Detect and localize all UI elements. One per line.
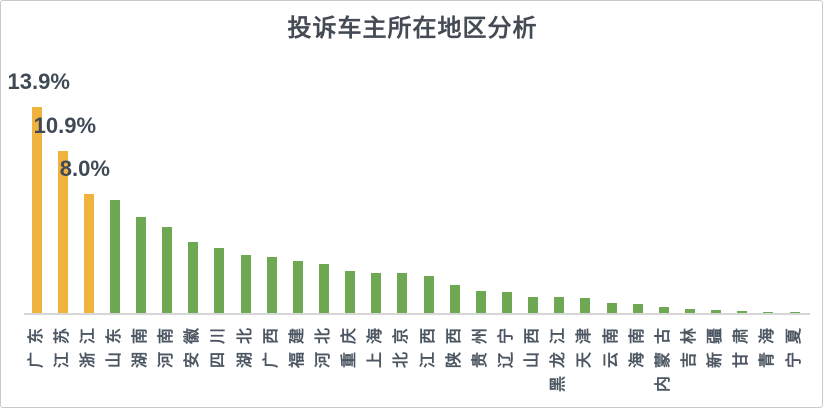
axis-label-浙江: 浙江 [79,320,97,369]
bar-内蒙古[interactable] [658,307,669,313]
axis-label-辽宁: 辽宁 [498,320,516,369]
bar-山东[interactable] [109,200,120,313]
axis-label-安徽: 安徽 [184,320,202,369]
axis-label-青海: 青海 [759,320,777,369]
bar-甘肃[interactable] [737,310,748,313]
axis-label-湖南: 湖南 [132,320,150,369]
axis-label-北京: 北京 [393,320,411,369]
axis-label-重庆: 重庆 [341,320,359,369]
axis-label-江苏: 江苏 [53,320,71,369]
bar-青海[interactable] [763,311,774,313]
bar-上海[interactable] [371,272,382,313]
chart-title: 投诉车主所在地区分析 [287,15,538,42]
bar-江西[interactable] [423,275,434,313]
axis-label-新疆: 新疆 [707,320,725,369]
axis-label-山东: 山东 [105,320,123,369]
axis-label-吉林: 吉林 [681,320,698,369]
axis-label-陕西: 陕西 [445,320,463,369]
chart-frame [0,0,823,408]
bar-浙江[interactable] [83,194,94,313]
data-label-浙江: 8.0% [59,156,110,182]
bar-海南[interactable] [632,304,643,313]
bar-北京[interactable] [397,272,408,313]
axis-label-海南: 海南 [628,320,646,369]
axis-label-甘肃: 甘肃 [733,320,751,369]
axis-label-河南: 河南 [158,320,176,369]
bar-黑龙江[interactable] [554,296,565,313]
axis-label-天津: 天津 [576,320,594,369]
data-label-江苏: 10.9% [33,113,97,139]
axis-label-四川: 四川 [210,320,228,369]
axis-label-上海: 上海 [367,320,385,369]
bar-宁夏[interactable] [789,311,800,313]
bar-河南[interactable] [162,226,173,313]
bar-江苏[interactable] [57,151,68,313]
bar-云南[interactable] [606,302,617,313]
axis-label-云南: 云南 [602,320,620,369]
axis-label-贵州: 贵州 [471,320,489,369]
axis-label-宁夏: 宁夏 [785,320,803,369]
bar-河北[interactable] [319,264,330,313]
axis-label-河北: 河北 [315,320,333,369]
axis-label-广东: 广东 [27,320,45,369]
bar-山西[interactable] [528,296,539,313]
bar-贵州[interactable] [475,290,486,313]
bar-湖南[interactable] [136,216,147,313]
bar-吉林[interactable] [685,308,695,313]
axis-label-黑龙江: 黑龙江 [550,320,568,393]
bar-四川[interactable] [214,247,225,313]
axis-label-内蒙古: 内蒙古 [654,320,672,393]
bar-重庆[interactable] [345,271,356,313]
bar-天津[interactable] [580,298,591,313]
bar-湖北[interactable] [240,255,251,313]
bar-安徽[interactable] [188,241,199,313]
bar-辽宁[interactable] [502,292,513,313]
bar-陕西[interactable] [449,284,460,313]
bar-福建[interactable] [292,261,303,313]
axis-label-山西: 山西 [524,320,542,369]
bar-广东[interactable] [31,106,42,313]
bar-广西[interactable] [266,256,277,313]
x-axis-line [24,313,810,315]
axis-label-湖北: 湖北 [236,320,254,369]
axis-label-广西: 广西 [262,320,280,369]
data-label-广东: 13.9% [7,68,70,94]
axis-label-江西: 江西 [419,320,437,369]
bar-新疆[interactable] [711,310,722,313]
axis-label-福建: 福建 [288,320,306,369]
